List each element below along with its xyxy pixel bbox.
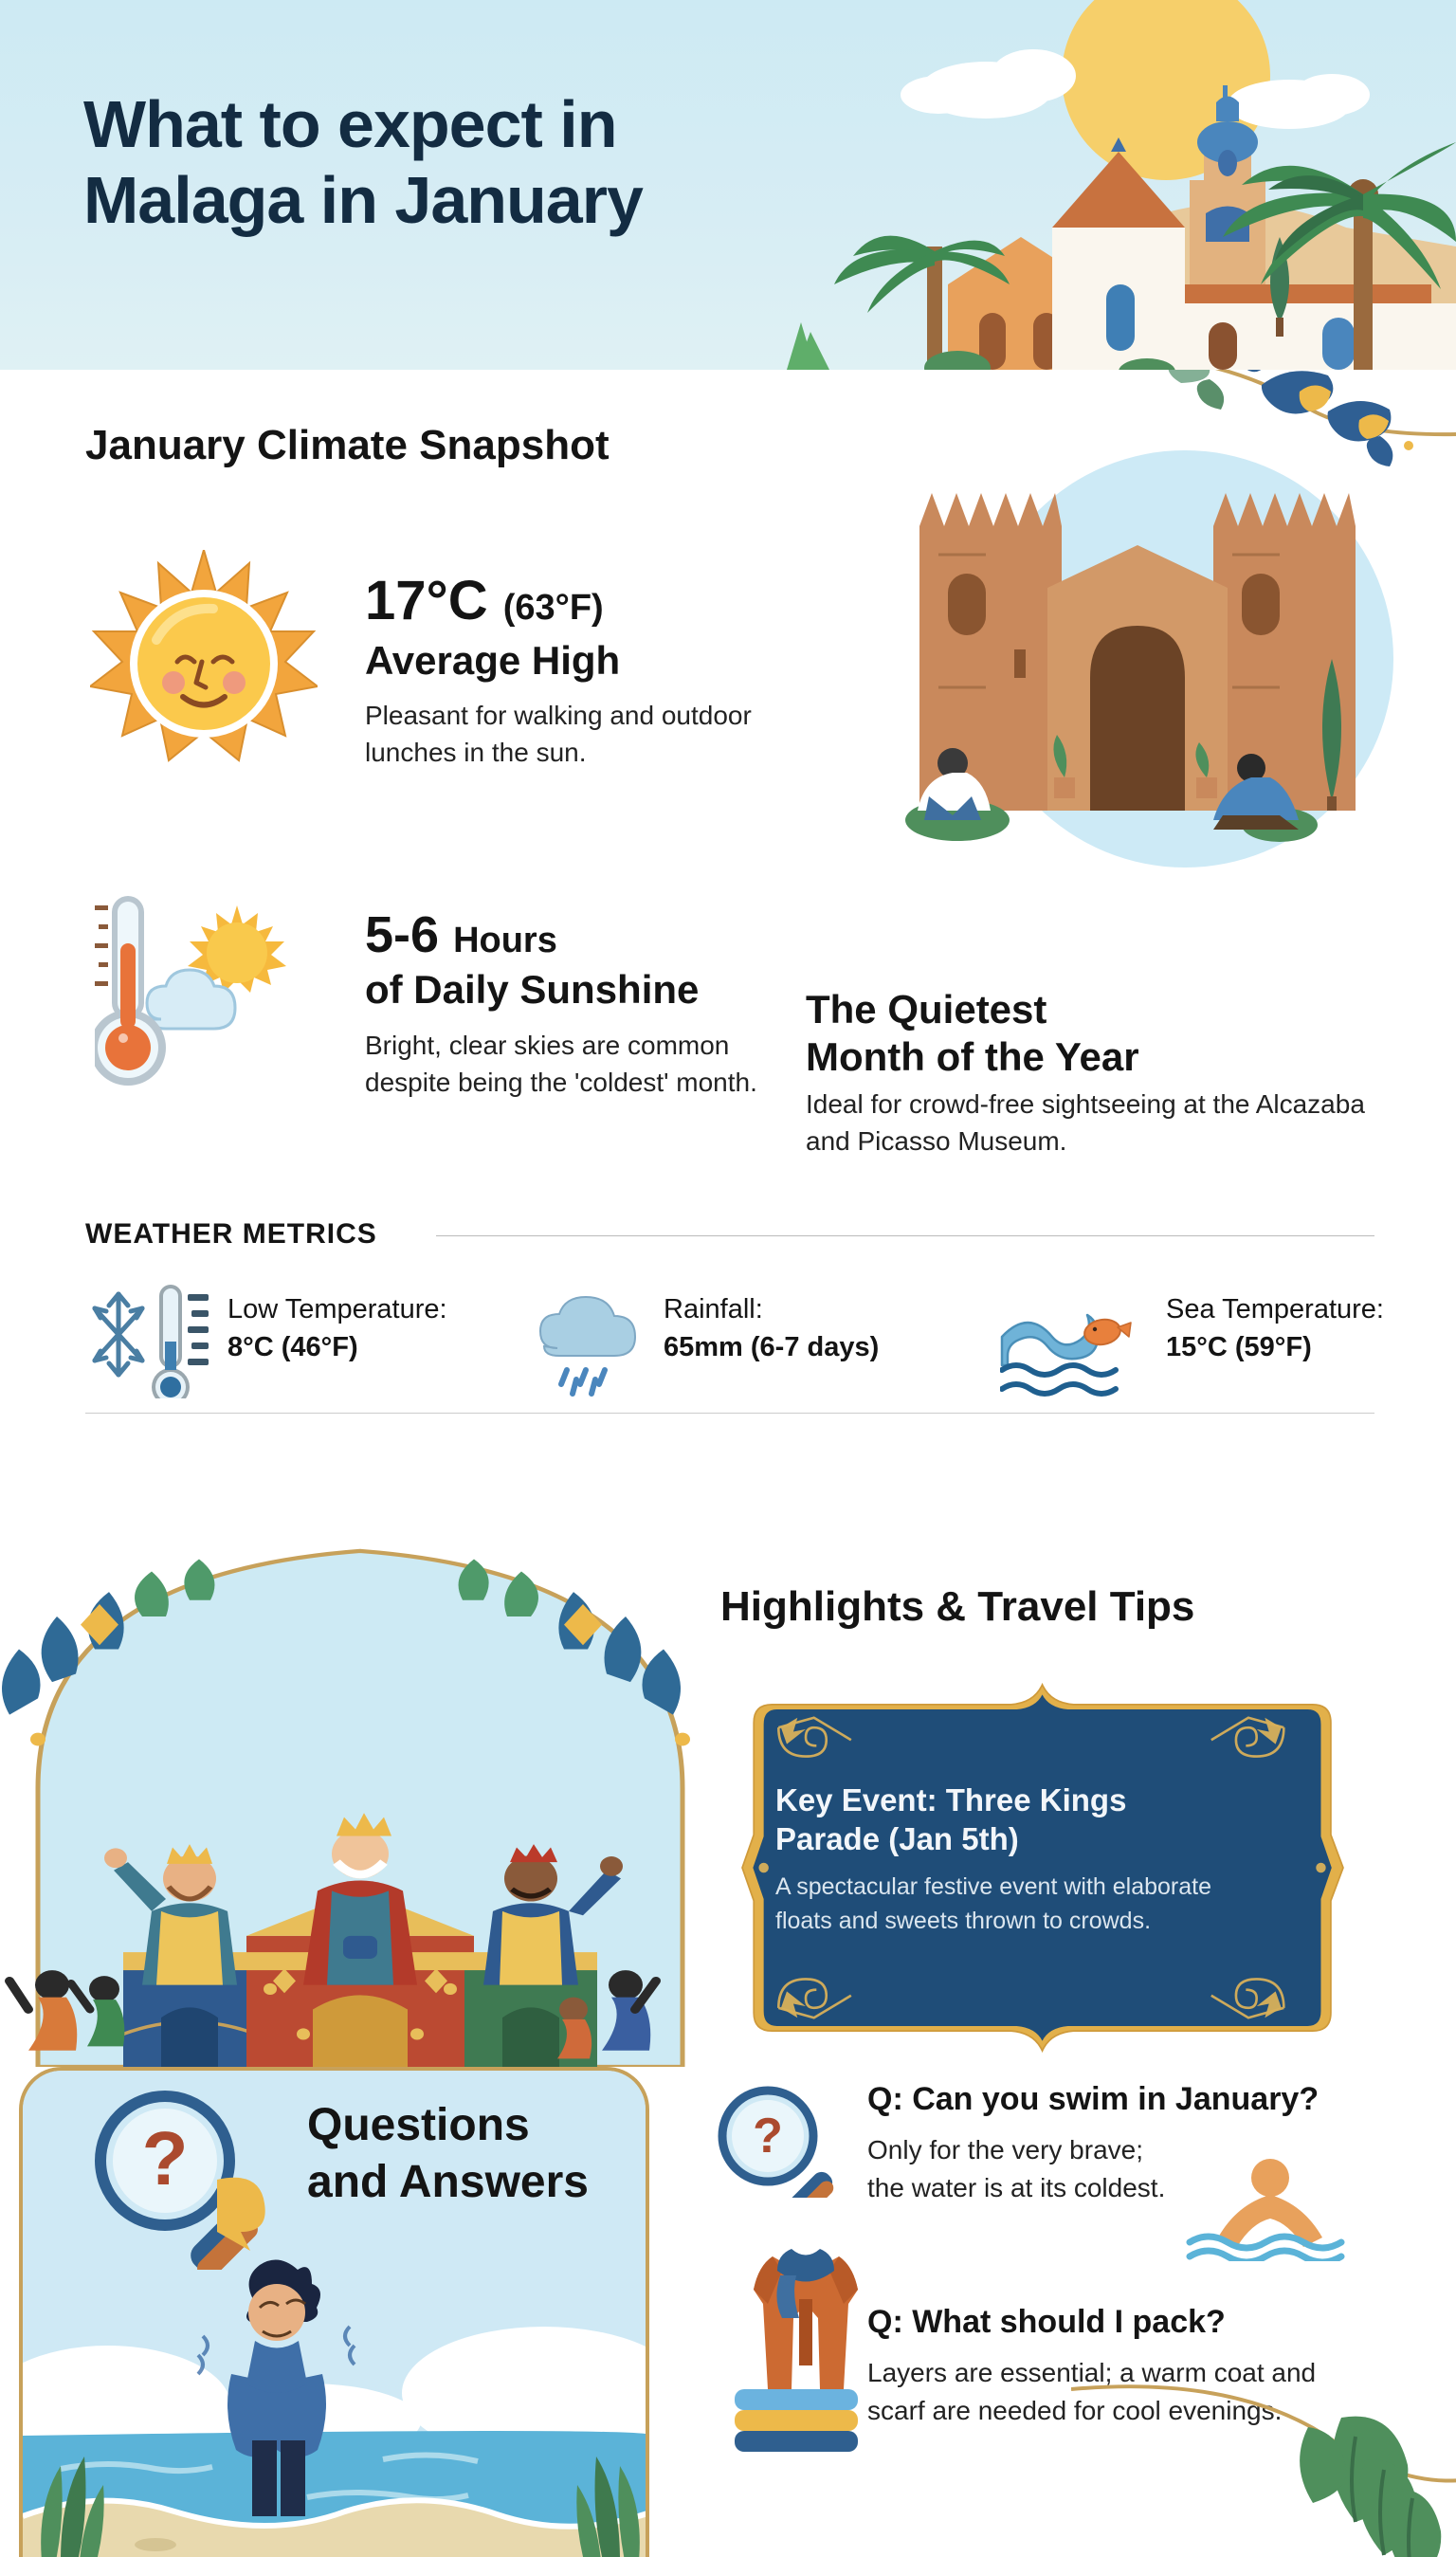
svg-text:?: ? [753,2109,783,2164]
svg-text:?: ? [142,2116,189,2201]
